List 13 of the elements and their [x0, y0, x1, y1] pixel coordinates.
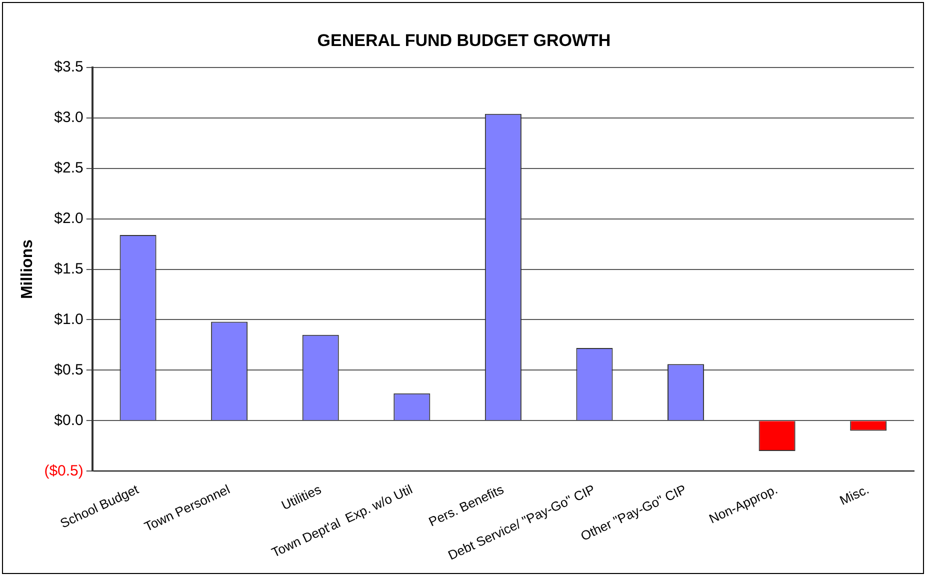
y-tick-label: $2.5	[54, 159, 84, 176]
x-tick-label: Misc.	[837, 482, 872, 508]
y-axis-title: Millions	[19, 239, 36, 300]
y-tick-label: $2.0	[54, 210, 84, 227]
y-tick-label: $3.5	[54, 58, 84, 76]
y-tick-label: $0.0	[54, 412, 84, 429]
x-tick-label: Utilities	[279, 481, 324, 513]
y-tick-label: $1.0	[54, 310, 84, 328]
y-tick-label: ($0.5)	[44, 462, 84, 480]
chart-title: GENERAL FUND BUDGET GROWTH	[317, 30, 611, 50]
y-tick-label: $0.5	[54, 361, 84, 378]
y-tick-label: $1.5	[54, 260, 84, 278]
y-tick-label: $3.0	[54, 109, 84, 126]
